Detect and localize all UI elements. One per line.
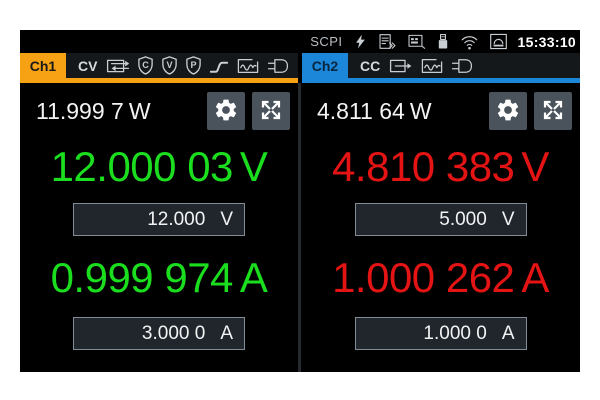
usb-icon	[436, 33, 450, 50]
sink-source-icon	[106, 57, 130, 75]
svg-text:V: V	[167, 60, 173, 70]
source-icon	[389, 57, 413, 75]
lan-icon	[489, 33, 508, 50]
clock: 15:33:10	[517, 33, 576, 50]
data-logging-icon	[236, 57, 260, 75]
power-protection-shield-icon: P	[185, 56, 202, 75]
logging-icon	[378, 33, 397, 50]
ch1-tab-half: Ch1 CV C	[20, 53, 298, 83]
gear-icon	[495, 97, 521, 126]
status-bar: SCPI	[20, 30, 580, 53]
ch2-mode-label: CC	[360, 57, 381, 74]
easy-ramp-icon	[209, 57, 229, 75]
ch2-current-reading: 1.000 262 A	[332, 254, 549, 301]
output-terminal-icon	[267, 57, 289, 75]
tab-ch2[interactable]: Ch2	[302, 53, 348, 78]
ch1-accent-bar	[20, 78, 298, 83]
ch2-voltage-reading: 4.810 383 V	[332, 143, 549, 190]
ch2-accent-bar	[302, 78, 580, 83]
ch2-power-row: 4.811 64 W	[317, 91, 572, 131]
panel-divider	[298, 83, 301, 372]
gear-icon	[213, 97, 239, 126]
ch2-voltage-setpoint[interactable]: 5.000 V	[354, 203, 527, 236]
scpi-status-label: SCPI	[310, 34, 343, 49]
ch2-power-reading: 4.811 64 W	[317, 97, 432, 124]
data-logging-icon	[420, 57, 444, 75]
expand-icon	[259, 98, 283, 125]
output-terminal-icon	[451, 57, 473, 75]
ch2-status-icons: CC	[348, 53, 580, 78]
voltage-protection-shield-icon: V	[161, 56, 178, 75]
lightning-icon	[353, 33, 368, 50]
current-protection-shield-icon: C	[137, 56, 154, 75]
expand-icon	[541, 98, 565, 125]
ch1-current-reading: 0.999 974 A	[50, 254, 268, 301]
instrument-display: SCPI	[20, 30, 580, 372]
wifi-icon	[460, 34, 479, 50]
ch1-mode-label: CV	[78, 57, 98, 74]
ch1-status-icons: CV C	[66, 53, 298, 78]
ch1-voltage-reading: 12.000 03 V	[50, 143, 268, 190]
tab-ch1[interactable]: Ch1	[20, 53, 66, 78]
ch2-tab-half: Ch2 CC	[302, 53, 580, 83]
ch2-panel: 4.811 64 W 4.810 383 V 5.000 V 1.000 262 A	[301, 83, 580, 372]
ch1-settings-button[interactable]	[207, 92, 245, 130]
ch2-settings-button[interactable]	[489, 92, 527, 130]
ch1-voltage-setpoint[interactable]: 12.000 V	[73, 203, 245, 236]
svg-text:P: P	[191, 60, 197, 70]
ch1-fullscreen-button[interactable]	[252, 92, 290, 130]
svg-text:C: C	[143, 60, 150, 70]
ch2-fullscreen-button[interactable]	[534, 92, 572, 130]
digital-io-icon	[407, 33, 426, 50]
channel-tabs: Ch1 CV C	[20, 53, 580, 83]
